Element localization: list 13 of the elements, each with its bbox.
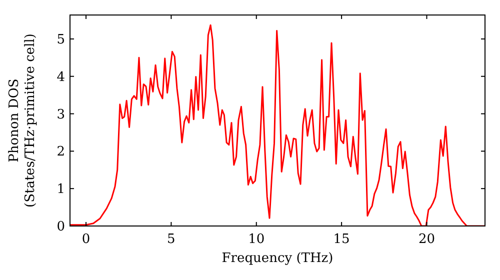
x-tick-label: 0: [82, 232, 90, 247]
y-tick-label: 0: [56, 220, 65, 234]
y-tick-label: 4: [56, 70, 65, 85]
y-axis-title: Phonon DOS (States/THz·primitive cell): [7, 33, 38, 208]
y-tick-label: 3: [56, 107, 65, 122]
x-tick-label: 10: [248, 232, 265, 247]
x-tick-label: 5: [167, 232, 176, 247]
x-tick-label: 20: [418, 232, 436, 247]
y-tick-label: 5: [56, 32, 65, 48]
x-tick-label: 15: [333, 232, 350, 247]
x-axis-title: Frequency (THz): [222, 251, 334, 266]
y-tick-label: 1: [56, 182, 65, 198]
y-tick-label: 2: [56, 144, 65, 160]
